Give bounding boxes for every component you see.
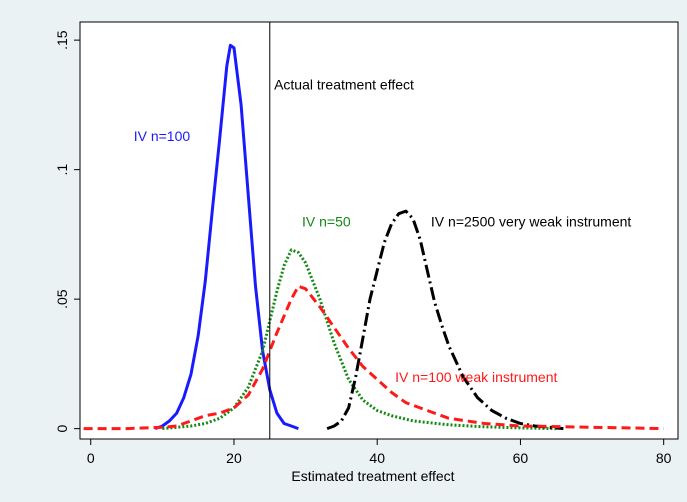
y-tick-label: .05 [54,289,70,309]
x-tick-label: 0 [87,450,95,466]
annotation-label: IV n=50 [302,214,351,230]
series-line-2 [162,248,557,431]
annotation-label: IV n=100 [134,128,191,144]
x-tick-label: 80 [656,450,672,466]
annotation-layer: Actual treatment effect IV n=100 IV n=50 IV… [134,76,632,385]
x-tick-label: 40 [369,450,385,466]
series-line-3 [326,209,564,431]
annotation-label: IV n=100 weak instrument [395,369,557,385]
x-tick-label: 20 [226,450,242,466]
y-tick-label: .15 [54,30,70,50]
series-line-4 [83,284,664,431]
x-tick-label: 60 [513,450,529,466]
axis-layer: 0 20 40 60 80 0 .05 .1 .15 [54,30,672,466]
series-layer [83,22,664,439]
annotation-label: IV n=2500 very weak instrument [431,214,631,230]
annotation-label: Actual treatment effect [274,76,414,92]
x-axis-label: Estimated treatment effect [291,468,454,484]
y-tick-label: 0 [54,425,70,433]
plot-area [79,21,679,440]
series-line-1 [154,43,299,431]
y-tick-label: .1 [54,164,70,176]
